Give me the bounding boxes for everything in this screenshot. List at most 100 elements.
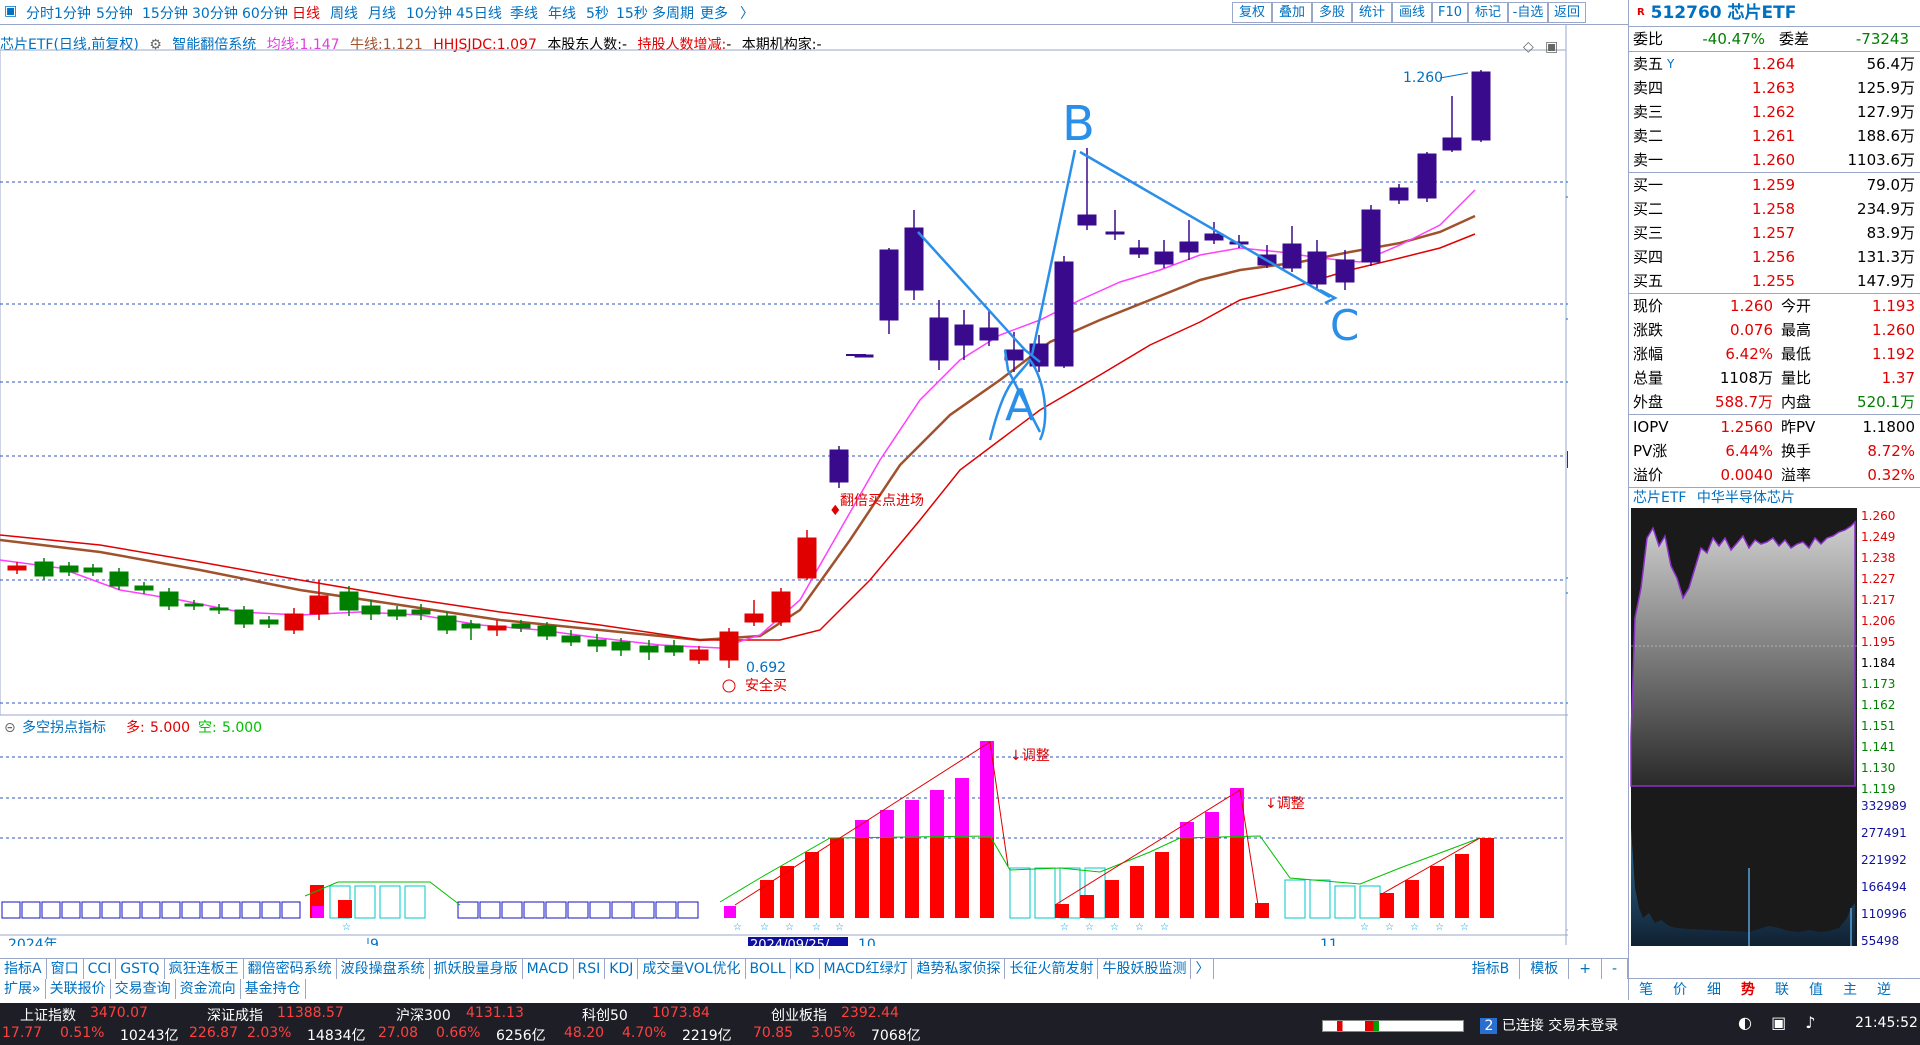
indicator-tab-7[interactable]: 抓妖股量身版: [430, 959, 523, 979]
indicator-tab2-2[interactable]: 交易查询: [111, 979, 176, 999]
sub-indicator-title[interactable]: 多空拐点指标: [22, 719, 106, 736]
buy-row-2[interactable]: 买三 1.257 83.9万: [1629, 221, 1920, 245]
index-name-4[interactable]: 创业板指: [771, 1008, 827, 1024]
intraday-mini-chart[interactable]: 1.260 1.249 1.238 1.227 1.217 1.206 1.195 1.184…: [1629, 508, 1920, 948]
period-tab-12[interactable]: 年线: [548, 6, 576, 22]
quote-tab-2[interactable]: 细: [1707, 982, 1721, 998]
toolbar-tab-8[interactable]: 返回: [1548, 2, 1586, 23]
period-tab-6[interactable]: 日线: [292, 6, 320, 22]
sell-row-0[interactable]: 卖五 Y 1.264 56.4万: [1629, 52, 1920, 76]
period-tab-8[interactable]: 月线: [368, 6, 396, 22]
refresh-icon[interactable]: ◐: [1738, 1013, 1752, 1032]
period-tab-16[interactable]: 更多: [700, 6, 728, 22]
candle-28: [719, 628, 739, 668]
indicator-tab-15[interactable]: 趋势私家侦探: [912, 959, 1006, 979]
diamond-icon[interactable]: ◇: [1523, 39, 1534, 55]
period-tab-1[interactable]: 1分钟: [54, 6, 91, 22]
indicator-tab-9[interactable]: RSI: [574, 959, 606, 979]
period-tab-0[interactable]: 分时: [26, 6, 54, 22]
date-axis: 2024年 9 2024/09/25/ 10 11 日线: [8, 937, 1338, 946]
indicator-tab2-4[interactable]: 基金持仓: [241, 979, 306, 999]
system-name[interactable]: 智能翻倍系统: [172, 37, 257, 53]
index-name-0[interactable]: 上证指数: [20, 1008, 76, 1024]
indicator-right-tab-2[interactable]: +: [1569, 959, 1602, 979]
period-tab-14[interactable]: 15秒: [616, 6, 648, 22]
indicator-tab2-0[interactable]: 扩展»: [0, 979, 46, 999]
buy-row-1[interactable]: 买二 1.258 234.9万: [1629, 197, 1920, 221]
period-tab-9[interactable]: 10分钟: [406, 6, 452, 22]
toolbar-tab-5[interactable]: F10: [1432, 2, 1468, 23]
gear-icon[interactable]: ⚙: [149, 37, 162, 53]
connection-status[interactable]: 已连接 交易未登录: [1501, 1018, 1619, 1034]
period-tab-7[interactable]: 周线: [330, 6, 358, 22]
quote-tab-0[interactable]: 笔: [1639, 982, 1653, 998]
indicator-tab-11[interactable]: 成交量VOL优化: [638, 959, 746, 979]
toolbar-tab-7[interactable]: -自选: [1508, 2, 1548, 23]
indicator-tab-13[interactable]: KD: [791, 959, 820, 979]
more-arrow-icon[interactable]: 〉: [740, 6, 754, 22]
period-tab-11[interactable]: 季线: [510, 6, 538, 22]
indicator-tab-3[interactable]: GSTQ: [116, 959, 165, 979]
index-name-2[interactable]: 沪深300: [396, 1008, 451, 1024]
toolbar-tab-4[interactable]: 画线: [1392, 2, 1432, 23]
period-tab-13[interactable]: 5秒: [586, 6, 609, 22]
quote-tab-3[interactable]: 势: [1741, 982, 1755, 998]
indicator-tab-16[interactable]: 长征火箭发射: [1005, 959, 1099, 979]
indicator-tab-1[interactable]: 窗口: [47, 959, 84, 979]
period-tab-4[interactable]: 30分钟: [192, 6, 238, 22]
indicator-tab-6[interactable]: 波段操盘系统: [337, 959, 430, 979]
indicator-tab2-1[interactable]: 关联报价: [46, 979, 111, 999]
quote-tab-7[interactable]: 逆: [1877, 982, 1891, 998]
indicator-tab-5[interactable]: 翻倍密码系统: [244, 959, 337, 979]
indicator-tab-0[interactable]: 指标A: [0, 959, 47, 979]
quote-tab-6[interactable]: 主: [1843, 982, 1857, 998]
sub-cyan-3: [404, 885, 426, 919]
buy-row-4[interactable]: 买五 1.255 147.9万: [1629, 269, 1920, 293]
index-name-1[interactable]: 深证成指: [207, 1008, 263, 1024]
quote-tab-1[interactable]: 价: [1673, 982, 1687, 998]
candle-0: [7, 562, 27, 574]
period-tab-2[interactable]: 5分钟: [96, 6, 133, 22]
sell-row-2[interactable]: 卖三 1.262 127.9万: [1629, 100, 1920, 124]
indicator-tab-10[interactable]: KDJ: [605, 959, 639, 979]
toolbar-tab-6[interactable]: 标记: [1468, 2, 1508, 23]
bell-icon[interactable]: ♪: [1805, 1013, 1816, 1032]
index-name-3[interactable]: 科创50: [582, 1008, 628, 1024]
panel-toggle-icon[interactable]: ▣: [1545, 39, 1558, 55]
period-tab-10[interactable]: 45日线: [456, 6, 502, 22]
period-tab-5[interactable]: 60分钟: [242, 6, 288, 22]
quote-tab-4[interactable]: 联: [1775, 982, 1789, 998]
sell-row-1[interactable]: 卖四 1.263 125.9万: [1629, 76, 1920, 100]
indicator-tab-14[interactable]: MACD红绿灯: [820, 959, 913, 979]
indicator-tab-4[interactable]: 疯狂连板王: [165, 959, 244, 979]
candle-26: [664, 640, 684, 656]
message-icon[interactable]: ▣: [1771, 1013, 1787, 1032]
hhs-value: 1.097: [496, 37, 537, 53]
toolbar-tab-3[interactable]: 统计: [1352, 2, 1392, 23]
period-tab-15[interactable]: 多周期: [652, 6, 694, 22]
sell-row-3[interactable]: 卖二 1.261 188.6万: [1629, 124, 1920, 148]
kline-chart[interactable]: ◇ ▣ 1.15380.9%1.03661.8%0.9640.8780.7761…: [0, 24, 1568, 946]
buy-row-0[interactable]: 买一 1.259 79.0万: [1629, 173, 1920, 197]
index-value-2: 4131.13: [466, 1005, 524, 1021]
indicator-tab-17[interactable]: 牛股妖股监测: [1098, 959, 1192, 979]
indicator-right-tab-1[interactable]: 模板: [1520, 959, 1570, 979]
buy-row-3[interactable]: 买四 1.256 131.3万: [1629, 245, 1920, 269]
indicator-tab-2[interactable]: CCI: [84, 959, 117, 979]
indicator-tab-12[interactable]: BOLL: [746, 959, 791, 979]
quote-tab-5[interactable]: 值: [1809, 982, 1823, 998]
indicator-more-icon[interactable]: 〉: [1191, 959, 1215, 979]
toolbar-tab-2[interactable]: 多股: [1312, 2, 1352, 23]
indicator-right-tab-0[interactable]: 指标B: [1462, 959, 1521, 979]
window-icon[interactable]: ▣: [4, 3, 18, 19]
conn-count-badge[interactable]: 2: [1480, 1018, 1498, 1034]
toolbar-tab-0[interactable]: 复权: [1232, 2, 1272, 23]
sub-box2-9: [655, 901, 677, 919]
toolbar-tab-1[interactable]: 叠加: [1272, 2, 1312, 23]
indicator-tab-8[interactable]: MACD: [523, 959, 574, 979]
indicator-tab2-3[interactable]: 资金流向: [176, 979, 241, 999]
sub-gear-icon[interactable]: ⊝: [4, 720, 16, 736]
indicator-right-tab-3[interactable]: -: [1602, 959, 1628, 979]
sell-row-4[interactable]: 卖一 1.260 1103.6万: [1629, 148, 1920, 172]
period-tab-3[interactable]: 15分钟: [142, 6, 188, 22]
